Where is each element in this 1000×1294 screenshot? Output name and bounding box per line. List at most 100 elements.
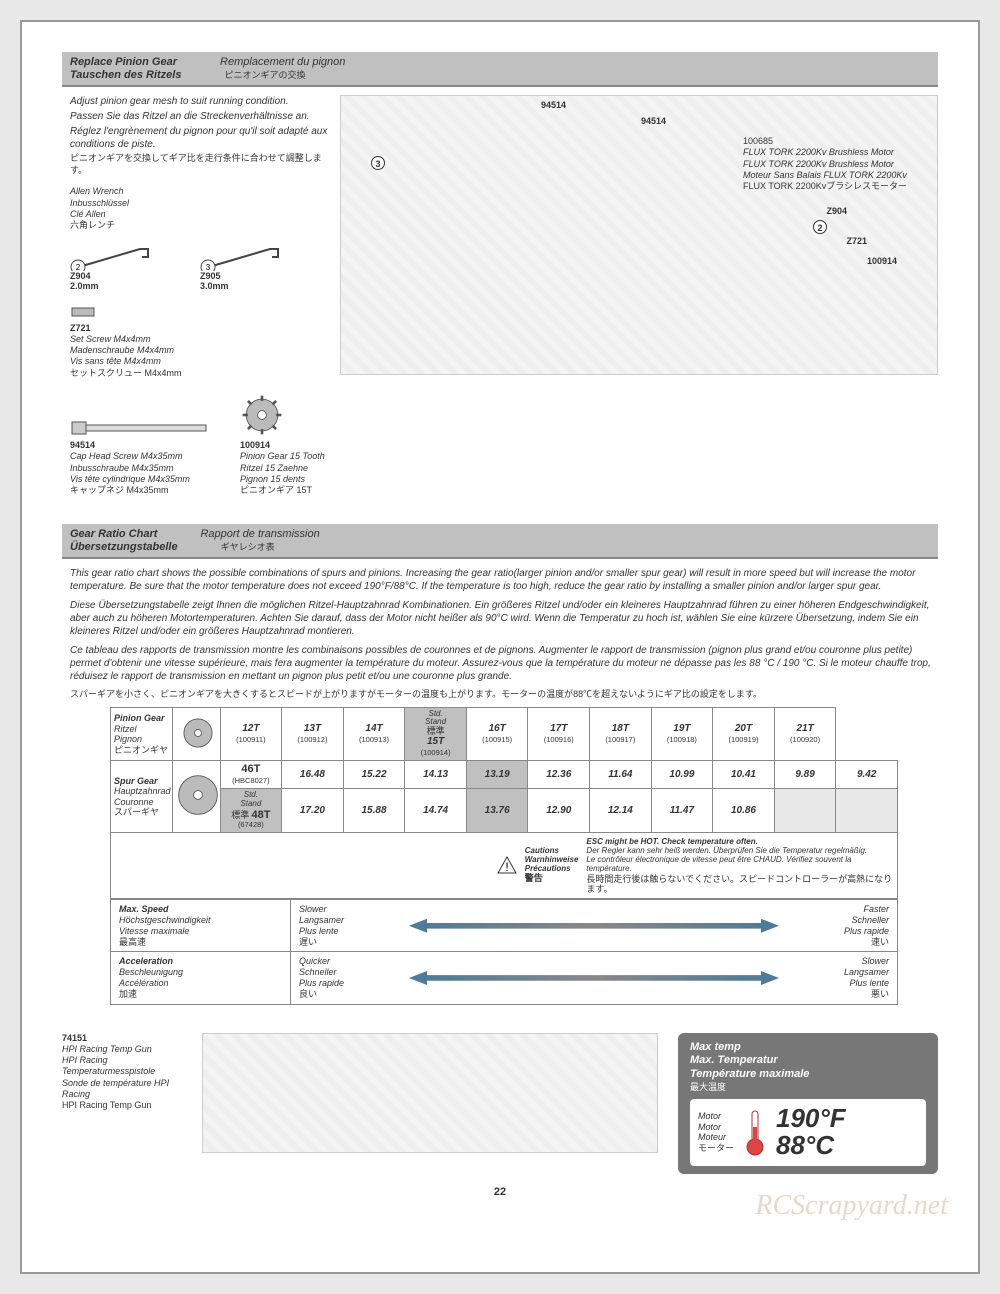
double-arrow-icon <box>409 971 779 985</box>
s1-title-en: Replace Pinion Gear <box>70 56 177 68</box>
ratio-cell <box>774 789 836 832</box>
co-d: Z721 <box>846 236 867 246</box>
s2-t-de: Übersetzungstabelle <box>70 541 178 553</box>
co-e: 100914 <box>867 256 897 266</box>
pinion-col: 12T(100911) <box>220 708 282 761</box>
svg-text:!: ! <box>506 860 509 874</box>
temp-f: 190°F <box>776 1105 846 1132</box>
ratio-cell: 14.74 <box>405 789 467 832</box>
ratio-cell: 10.86 <box>713 789 775 832</box>
pinion-col: 19T(100918) <box>651 708 713 761</box>
speed-arrow-cell: Slower Langsamer Plus lente 遅い Faster Sc… <box>291 900 898 952</box>
part-z721: Z721 Set Screw M4x4mm Madenschraube M4x4… <box>70 305 330 379</box>
co-f: 2 <box>813 220 827 234</box>
setscrew-icon <box>70 305 100 319</box>
spur-rowhead: Spur Gear Hauptzahnrad Couronne スパーギヤ <box>111 761 173 832</box>
caution-row: ! Cautions Warnhinweise Précautions 警告 E… <box>110 833 898 899</box>
manual-page: Replace Pinion Gear Remplacement du pign… <box>20 20 980 1274</box>
w2-code: Z905 <box>200 271 221 281</box>
ratio-cell: 12.36 <box>528 761 590 789</box>
s94514-code: 94514 <box>70 440 210 451</box>
ratio-cell: 10.99 <box>651 761 713 789</box>
aw-jp: 六角レンチ <box>70 220 330 231</box>
table-row: Std.Stand標準 48T(67428)17.2015.8814.7413.… <box>111 789 898 832</box>
section1-header: Replace Pinion Gear Remplacement du pign… <box>62 52 938 87</box>
s2-d-en: This gear ratio chart shows the possible… <box>70 567 938 593</box>
section2-body: This gear ratio chart shows the possible… <box>62 559 938 1018</box>
pinion-col: 14T(100913) <box>343 708 405 761</box>
ratio-cell: 15.22 <box>343 761 405 789</box>
aw-en: Allen Wrench <box>70 186 330 197</box>
w1-size: 2.0mm <box>70 281 99 291</box>
ratio-cell: 14.13 <box>405 761 467 789</box>
co-c: Z904 <box>826 206 847 216</box>
capscrew-icon <box>70 419 210 437</box>
wrench-icon: 3 <box>200 245 290 271</box>
ratio-cell: 15.88 <box>343 789 405 832</box>
co-g: 3 <box>371 156 385 170</box>
spur-gear-icon <box>176 773 220 817</box>
allen-wrench-label: Allen Wrench Inbusschlüssel Clé Allen 六角… <box>70 186 330 231</box>
temp-diagram <box>202 1033 658 1174</box>
ratio-cell: 9.89 <box>774 761 836 789</box>
gear-ratio-table: Pinion Gear Ritzel Pignon ピニオンギヤ 12T(100… <box>110 707 898 833</box>
s1-intro-jp: ピニオンギアを交換してギア比を走行条件に合わせて調整します。 <box>70 153 330 176</box>
w1-code: Z904 <box>70 271 91 281</box>
spur-icon-cell <box>172 761 220 832</box>
ratio-cell: 12.90 <box>528 789 590 832</box>
temp-section: 74151 HPI Racing Temp Gun HPI Racing Tem… <box>62 1033 938 1174</box>
ratio-cell: 9.42 <box>836 761 898 789</box>
z721-code: Z721 <box>70 323 330 334</box>
wrench-z905: 3 Z9053.0mm <box>200 245 290 291</box>
part-74151: 74151 HPI Racing Temp Gun HPI Racing Tem… <box>62 1033 182 1160</box>
w2-size: 3.0mm <box>200 281 229 291</box>
s2-d-de: Diese Übersetzungstabelle zeigt Ihnen di… <box>70 599 938 638</box>
table-row: Max. Speed Höchstgeschwindigkeit Vitesse… <box>111 900 898 952</box>
spur-head: Std.Stand標準 48T(67428) <box>220 789 282 832</box>
pinion-col: 16T(100915) <box>466 708 528 761</box>
table-row: Acceleration Beschleunigung Accélération… <box>111 952 898 1004</box>
ratio-cell: 10.41 <box>713 761 775 789</box>
accel-arrow-cell: Quicker Schneller Plus rapide 良い Slower … <box>291 952 898 1004</box>
pinion-col: Std.Stand標準15T(100914) <box>405 708 467 761</box>
ratio-cell: 16.48 <box>282 761 344 789</box>
co-b: 94514 <box>641 116 666 126</box>
svg-text:2: 2 <box>76 263 81 271</box>
section1-right: 94514 94514 100685 FLUX TORK 2200Kv Brus… <box>340 95 938 510</box>
pinion-col: 18T(100917) <box>590 708 652 761</box>
s2-d-jp: スパーギアを小さく、ピニオンギアを大きくするとスピードが上がりますがモーターの温… <box>70 689 938 701</box>
pinion-icon-cell <box>172 708 220 761</box>
pinion-col: 20T(100919) <box>713 708 775 761</box>
accel-label: Acceleration Beschleunigung Accélération… <box>111 952 291 1004</box>
warning-icon: ! <box>496 855 516 875</box>
s2-d-fr: Ce tableau des rapports de transmission … <box>70 644 938 683</box>
double-arrow-icon <box>409 919 779 933</box>
max-temp-box: Max temp Max. Temperatur Température max… <box>678 1033 938 1174</box>
s1-intro-en: Adjust pinion gear mesh to suit running … <box>70 95 330 108</box>
temp-c: 88°C <box>776 1132 846 1159</box>
thermometer-icon <box>742 1107 768 1157</box>
watermark: RCScrapyard.net <box>755 1190 948 1222</box>
table-row: Spur Gear Hauptzahnrad Couronne スパーギヤ 46… <box>111 761 898 789</box>
svg-text:3: 3 <box>206 263 211 271</box>
ratio-cell: 17.20 <box>282 789 344 832</box>
aw-de: Inbusschlüssel <box>70 198 330 209</box>
s1-intro-de: Passen Sie das Ritzel an die Streckenver… <box>70 110 330 123</box>
arrow-table: Max. Speed Höchstgeschwindigkeit Vitesse… <box>110 899 898 1004</box>
s1-title-fr: Remplacement du pignon <box>220 56 345 68</box>
screw-gear-row: 94514 Cap Head Screw M4x35mm Inbusschrau… <box>70 393 330 511</box>
s1-intro: Adjust pinion gear mesh to suit running … <box>70 95 330 176</box>
pinion-col: 21T(100920) <box>774 708 836 761</box>
wrench-z904: 2 Z9042.0mm <box>70 245 160 291</box>
ratio-cell: 11.47 <box>651 789 713 832</box>
s1-title-jp: ピニオンギアの交換 <box>225 68 306 81</box>
motor-callout: 100685 FLUX TORK 2200Kv Brushless Motor … <box>743 136 933 192</box>
pinion-gear-icon <box>240 393 284 437</box>
p100914-code: 100914 <box>240 440 325 451</box>
part-100914: 100914 Pinion Gear 15 Tooth Ritzel 15 Za… <box>240 393 325 497</box>
pinion-col: 13T(100912) <box>282 708 344 761</box>
wrench-icon: 2 <box>70 245 160 271</box>
spur-head: 46T(HBC8027) <box>220 761 282 789</box>
ratio-cell: 13.19 <box>466 761 528 789</box>
aw-fr: Clé Allen <box>70 209 330 220</box>
